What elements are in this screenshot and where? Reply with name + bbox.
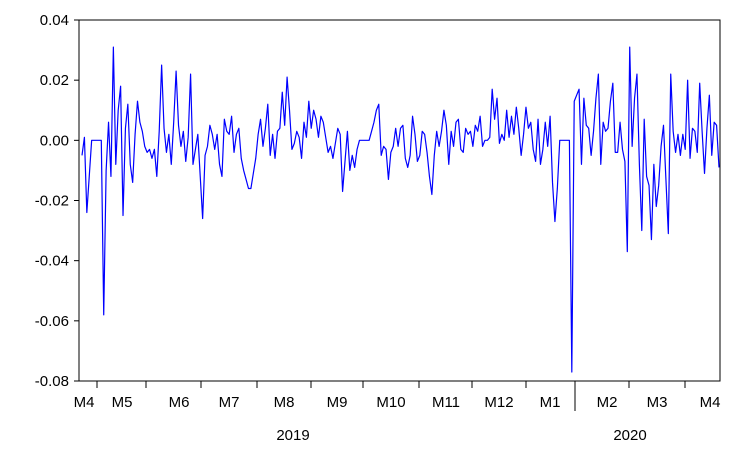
x-tick-label: M2 xyxy=(597,394,618,411)
y-axis-labels: 0.04 0.02 0.00 -0.02 -0.04 -0.06 -0.08 xyxy=(35,12,79,390)
x-tick-label: M9 xyxy=(327,394,348,411)
x-tick-label: M5 xyxy=(112,394,133,411)
x-tick-label: M4 xyxy=(700,394,721,411)
y-tick-label: 0.00 xyxy=(40,132,69,149)
year-label: 2020 xyxy=(613,427,646,444)
x-tick-label: M8 xyxy=(274,394,295,411)
x-tick-label: M10 xyxy=(376,394,405,411)
x-tick-label: M4 xyxy=(74,394,95,411)
year-label: 2019 xyxy=(276,427,309,444)
x-tick-label: M6 xyxy=(169,394,190,411)
y-tick-label: -0.06 xyxy=(35,313,69,330)
x-tick-label: M7 xyxy=(219,394,240,411)
x-tick-label: M11 xyxy=(432,394,460,411)
x-tick-label: M3 xyxy=(647,394,668,411)
y-tick-label: -0.04 xyxy=(35,253,69,270)
year-labels: 2019 2020 xyxy=(276,427,646,444)
plot-frame xyxy=(78,19,721,382)
x-axis: M4 M5 M6 M7 M8 M9 M10 M11 M12 M1 M2 M3 M4 xyxy=(74,381,721,411)
series-layer xyxy=(81,46,720,373)
y-tick-label: -0.02 xyxy=(35,193,69,210)
y-tick-label: 0.02 xyxy=(40,72,69,89)
y-tick-label: -0.08 xyxy=(35,373,69,390)
series-line xyxy=(81,46,720,373)
x-tick-label: M1 xyxy=(540,394,561,411)
y-tick-label: 0.04 xyxy=(40,12,69,29)
x-tick-label: M12 xyxy=(484,394,513,411)
